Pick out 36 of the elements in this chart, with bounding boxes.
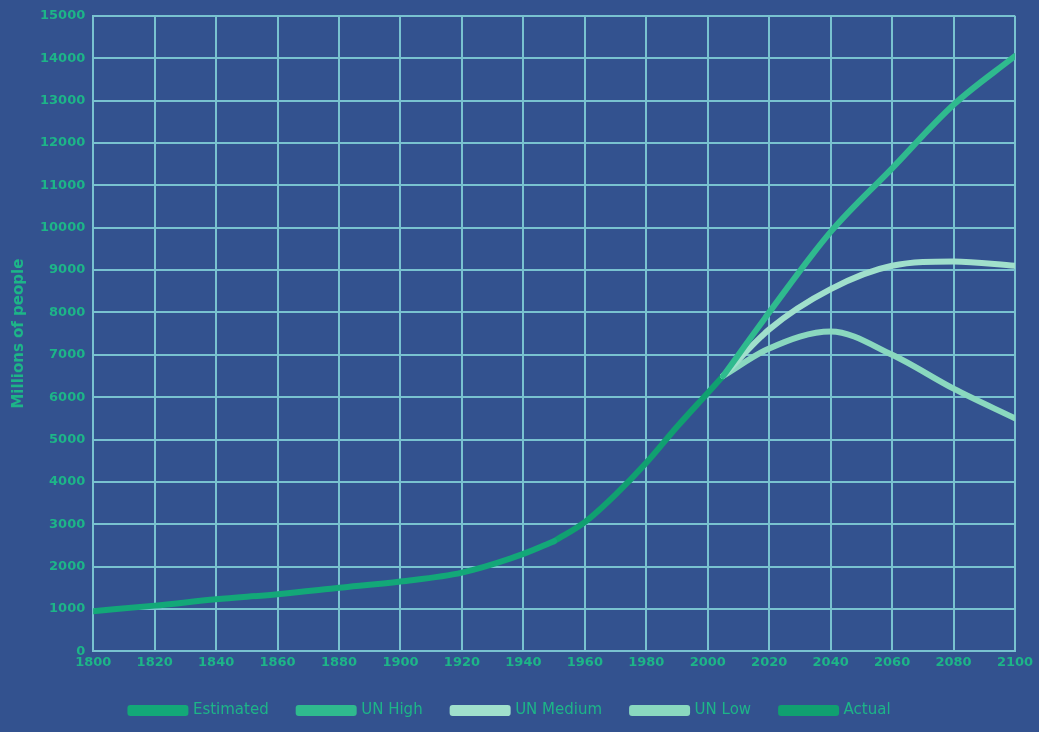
y-tick-label: 14000 [39, 49, 86, 65]
y-tick-label: 7000 [49, 346, 86, 362]
x-tick-label: 1960 [566, 653, 603, 669]
y-axis-title: Millions of people [8, 258, 27, 409]
x-tick-label: 1920 [443, 653, 481, 669]
y-tick-label: 6000 [49, 388, 86, 404]
y-tick-label: 4000 [49, 473, 86, 489]
legend-label: Actual [843, 700, 891, 719]
y-tick-label: 3000 [49, 515, 86, 531]
x-tick-label: 1840 [198, 653, 235, 669]
x-tick-label: 2060 [874, 653, 911, 669]
x-tick-label: 2000 [689, 653, 726, 669]
y-tick-label: 13000 [39, 91, 86, 107]
legend-label: UN Low [694, 700, 752, 719]
y-tick-label: 2000 [49, 558, 86, 574]
x-tick-label: 1900 [382, 653, 419, 669]
x-tick-label: 1880 [320, 653, 358, 669]
y-tick-label: 5000 [49, 430, 86, 446]
x-tick-label: 2040 [812, 653, 849, 669]
x-tick-label: 2080 [935, 653, 972, 669]
x-tick-label: 2020 [751, 653, 788, 669]
y-tick-label: 10000 [39, 219, 86, 235]
legend-label: Estimated [192, 700, 269, 719]
y-tick-label: 9000 [49, 261, 86, 277]
x-tick-label: 1860 [259, 653, 296, 669]
y-tick-label: 15000 [39, 7, 86, 23]
x-tick-label: 2100 [996, 653, 1034, 669]
y-tick-label: 8000 [49, 303, 86, 319]
y-tick-label: 12000 [39, 134, 86, 150]
y-tick-label: 11000 [39, 176, 86, 192]
x-tick-label: 1980 [628, 653, 665, 669]
y-tick-label: 1000 [49, 600, 86, 616]
legend-label: UN High [361, 700, 423, 719]
x-tick-label: 1820 [136, 653, 173, 669]
legend-label: UN Medium [515, 700, 603, 719]
x-tick-label: 1940 [505, 653, 542, 669]
